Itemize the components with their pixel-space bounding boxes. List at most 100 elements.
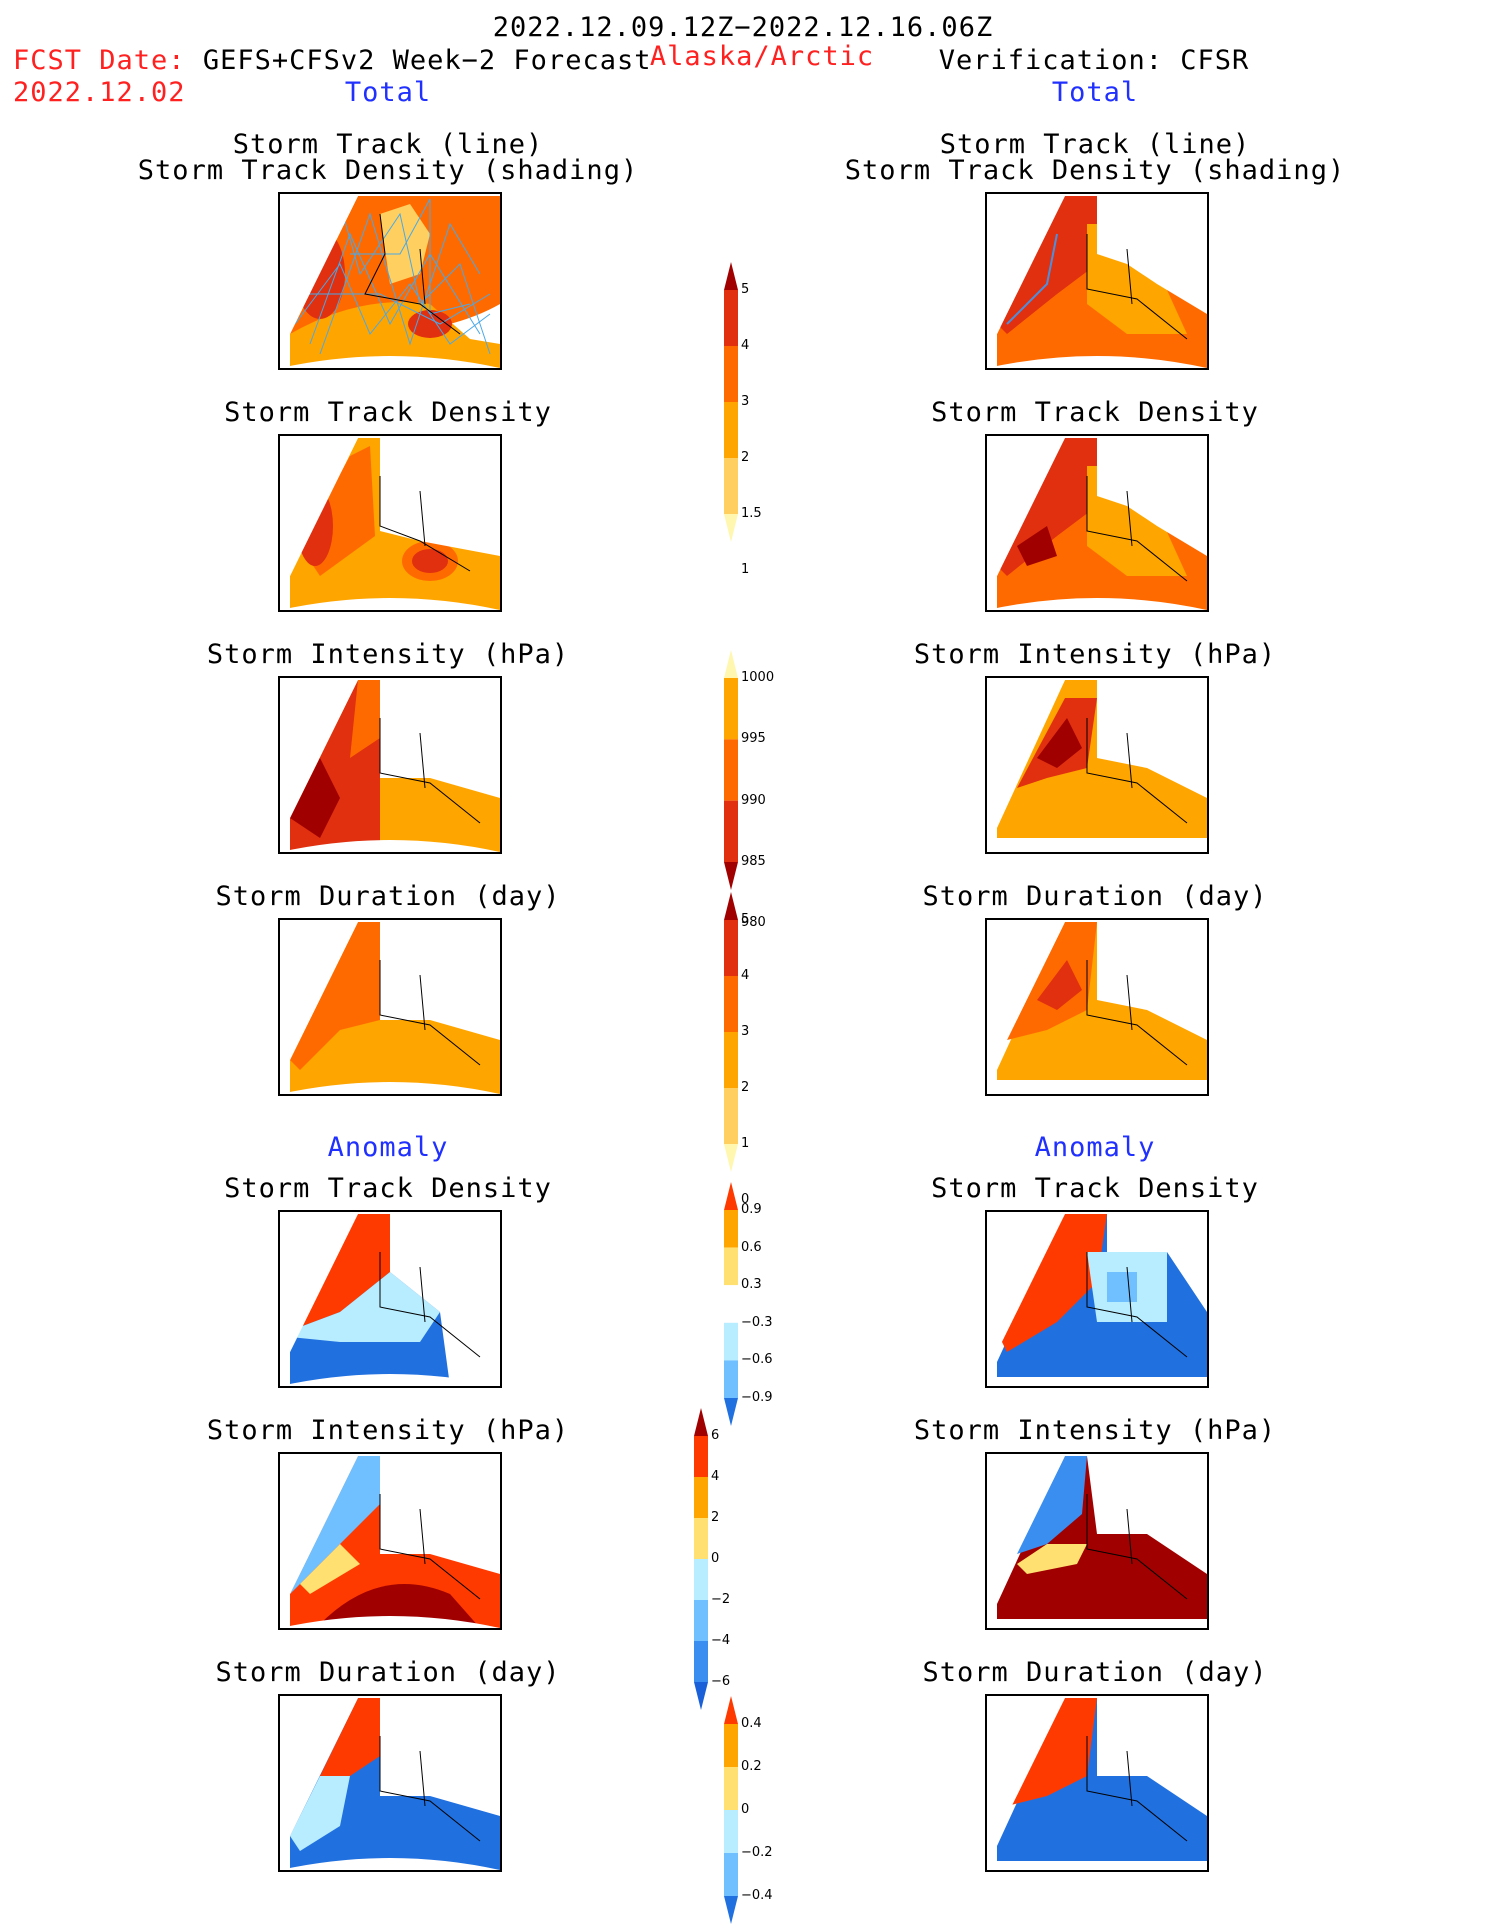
duration-colorbar-label: 5 <box>741 912 750 927</box>
anom_intensity-colorbar-swatch <box>694 1408 708 1436</box>
density-colorbar-swatch <box>724 262 738 290</box>
duration-colorbar-svg <box>724 892 738 1172</box>
anom_duration-colorbar-swatch <box>724 1810 738 1853</box>
fcst-model: GEFS+CFSv2 Week−2 Forecast <box>202 45 652 76</box>
right-panel1-title: Storm Track (line) <box>939 129 1251 160</box>
density-colorbar-swatch <box>724 290 738 346</box>
right-panel6-title: Storm Intensity (hPa) <box>913 1415 1277 1446</box>
anom_duration-colorbar-label: −0.4 <box>741 1888 773 1903</box>
anom_duration-colorbar-label: 0.2 <box>741 1759 762 1774</box>
left-panel7-title: Storm Duration (day) <box>215 1657 561 1688</box>
density-colorbar-label: 4 <box>741 338 750 353</box>
right-panel3-title: Storm Intensity (hPa) <box>913 639 1277 670</box>
left-panel1-title: Storm Track (line) <box>232 129 544 160</box>
left-track-density-map <box>278 434 502 612</box>
intensity-colorbar-swatch <box>724 862 738 890</box>
anom_duration-colorbar-swatch <box>724 1896 738 1924</box>
left-panel6-title: Storm Intensity (hPa) <box>206 1415 570 1446</box>
left-panel5-title: Storm Track Density <box>224 1173 552 1204</box>
left-duration-map <box>278 918 502 1096</box>
anom_density-colorbar-svg <box>724 1182 738 1426</box>
left-intensity-map <box>278 676 502 854</box>
density-colorbar-swatch <box>724 402 738 458</box>
anom_duration-colorbar-swatch <box>724 1724 738 1767</box>
intensity-colorbar-swatch <box>724 678 738 740</box>
anom-intensity-colorbar: 6 4 2 0 −2 −4 −6 <box>686 1408 766 1710</box>
anom_intensity-colorbar-label: 4 <box>711 1469 720 1484</box>
density-colorbar-label: 2 <box>741 450 750 465</box>
density-colorbar-swatch <box>724 346 738 402</box>
density-colorbar-label: 3 <box>741 394 750 409</box>
left-panel2-title: Storm Track Density <box>224 397 552 428</box>
density-colorbar-label: 1 <box>741 562 750 577</box>
anom_intensity-colorbar-swatch <box>694 1436 708 1477</box>
density-colorbar-swatch <box>724 514 738 542</box>
anom_intensity-colorbar-label: −6 <box>711 1674 731 1689</box>
anom_intensity-colorbar-label: −4 <box>711 1633 731 1648</box>
anom_density-colorbar-swatch <box>724 1247 738 1286</box>
duration-colorbar-label: 0 <box>741 1192 750 1207</box>
anom_density-colorbar-swatch <box>724 1322 738 1361</box>
left-storm-track-map <box>278 192 502 370</box>
density-colorbar: 5 4 3 2 1.5 1 <box>716 262 796 577</box>
region-label: Alaska/Arctic <box>649 41 875 72</box>
intensity-colorbar-label: 995 <box>741 731 766 747</box>
anom_density-colorbar-label: −0.9 <box>741 1390 773 1405</box>
intensity-colorbar-label: 980 <box>741 915 766 931</box>
left-panel3-title: Storm Intensity (hPa) <box>206 639 570 670</box>
anom_density-colorbar-swatch <box>724 1182 738 1210</box>
intensity-colorbar-swatch <box>724 800 738 862</box>
intensity-colorbar-svg <box>724 650 738 890</box>
anom_intensity-colorbar-label: 2 <box>711 1510 720 1525</box>
anom_density-colorbar-label: −0.6 <box>741 1352 773 1368</box>
fcst-label: FCST Date: <box>13 45 186 76</box>
anom_intensity-colorbar-label: 6 <box>711 1428 720 1443</box>
intensity-colorbar-label: 985 <box>741 854 766 869</box>
right-storm-track-map <box>985 192 1209 370</box>
duration-colorbar-swatch <box>724 892 738 920</box>
right-panel4-title: Storm Duration (day) <box>922 881 1268 912</box>
anom_density-colorbar-label: 0.9 <box>741 1202 762 1217</box>
right-panel5-title: Storm Track Density <box>931 1173 1259 1204</box>
verification-label: Verification: CFSR <box>938 45 1250 76</box>
duration-colorbar: 5 4 3 2 1 0 <box>716 892 796 1207</box>
right-total-label: Total <box>1051 77 1139 108</box>
anom_intensity-colorbar-swatch <box>694 1559 708 1600</box>
right-intensity-map <box>985 676 1209 854</box>
intensity-colorbar-swatch <box>724 739 738 801</box>
duration-colorbar-swatch <box>724 1144 738 1172</box>
anom_duration-colorbar-swatch <box>724 1696 738 1724</box>
duration-colorbar-swatch <box>724 976 738 1032</box>
intensity-colorbar-label: 1000 <box>741 670 775 685</box>
date-range-title: 2022.12.09.12Z−2022.12.16.06Z <box>492 12 994 43</box>
left-anom-density-map <box>278 1210 502 1388</box>
intensity-colorbar: 1000 995 990 985 980 <box>716 650 796 930</box>
right-anom-density-map <box>985 1210 1209 1388</box>
anom_density-colorbar-swatch <box>724 1285 738 1323</box>
right-panel7-title: Storm Duration (day) <box>922 1657 1268 1688</box>
anom_duration-colorbar-swatch <box>724 1767 738 1810</box>
left-panel1-subtitle: Storm Track Density (shading) <box>137 155 639 186</box>
right-anom-intensity-map <box>985 1452 1209 1630</box>
intensity-colorbar-swatch <box>724 650 738 678</box>
anom_duration-colorbar-svg <box>724 1696 738 1924</box>
anom_intensity-colorbar-svg <box>694 1408 708 1710</box>
duration-colorbar-label: 4 <box>741 968 750 983</box>
density-colorbar-swatch <box>724 458 738 514</box>
anom_duration-colorbar-label: −0.2 <box>741 1845 773 1860</box>
left-anomaly-label: Anomaly <box>327 1132 449 1163</box>
anom_intensity-colorbar-swatch <box>694 1641 708 1682</box>
anom_density-colorbar-label: 0.6 <box>741 1239 762 1255</box>
duration-colorbar-swatch <box>724 920 738 976</box>
anom_density-colorbar-swatch <box>724 1398 738 1426</box>
left-panel4-title: Storm Duration (day) <box>215 881 561 912</box>
right-anom-duration-map <box>985 1694 1209 1872</box>
density-colorbar-label: 5 <box>741 282 750 297</box>
anom_duration-colorbar-swatch <box>724 1853 738 1896</box>
left-anom-intensity-map <box>278 1452 502 1630</box>
anom_density-colorbar-label: 0.3 <box>741 1277 762 1293</box>
duration-colorbar-label: 3 <box>741 1024 750 1039</box>
right-panel1-subtitle: Storm Track Density (shading) <box>844 155 1346 186</box>
anom_density-colorbar-label: −0.3 <box>741 1314 773 1330</box>
fcst-date: 2022.12.02 <box>13 77 186 108</box>
